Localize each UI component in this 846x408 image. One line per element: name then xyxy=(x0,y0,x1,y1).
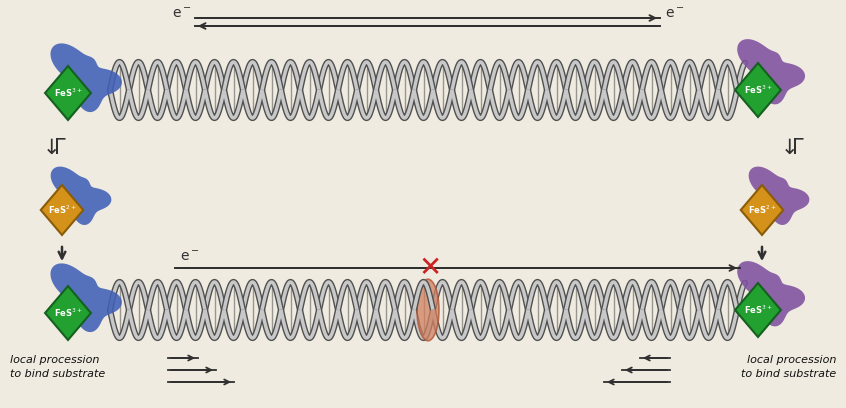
Polygon shape xyxy=(41,185,83,235)
Text: FeS$^{2+}$: FeS$^{2+}$ xyxy=(47,204,76,216)
Text: e$^-$: e$^-$ xyxy=(665,7,684,21)
Polygon shape xyxy=(45,66,91,120)
Text: FeS$^{3+}$: FeS$^{3+}$ xyxy=(53,307,82,319)
Text: to bind substrate: to bind substrate xyxy=(10,369,105,379)
Text: FeS$^{3+}$: FeS$^{3+}$ xyxy=(744,84,772,96)
Text: FeS$^{3+}$: FeS$^{3+}$ xyxy=(744,304,772,316)
Text: $\downarrow\!\!\!\Gamma$: $\downarrow\!\!\!\Gamma$ xyxy=(37,138,67,158)
Polygon shape xyxy=(749,166,810,225)
Text: local procession: local procession xyxy=(10,355,99,365)
Polygon shape xyxy=(51,166,112,225)
Text: $\downarrow\!\!\!\Gamma$: $\downarrow\!\!\!\Gamma$ xyxy=(776,138,805,158)
Text: to bind substrate: to bind substrate xyxy=(741,369,836,379)
Text: e$^-$: e$^-$ xyxy=(173,7,192,21)
Polygon shape xyxy=(741,185,783,235)
Text: FeS$^{3+}$: FeS$^{3+}$ xyxy=(53,87,82,99)
Polygon shape xyxy=(51,264,122,332)
Polygon shape xyxy=(735,63,781,117)
Polygon shape xyxy=(735,283,781,337)
Polygon shape xyxy=(737,261,805,326)
Text: e$^-$: e$^-$ xyxy=(180,250,200,264)
Ellipse shape xyxy=(417,279,439,341)
Text: ✕: ✕ xyxy=(419,254,442,282)
Text: FeS$^{2+}$: FeS$^{2+}$ xyxy=(748,204,777,216)
Polygon shape xyxy=(45,286,91,340)
Polygon shape xyxy=(737,39,805,104)
Text: local procession: local procession xyxy=(747,355,836,365)
Polygon shape xyxy=(51,43,122,112)
